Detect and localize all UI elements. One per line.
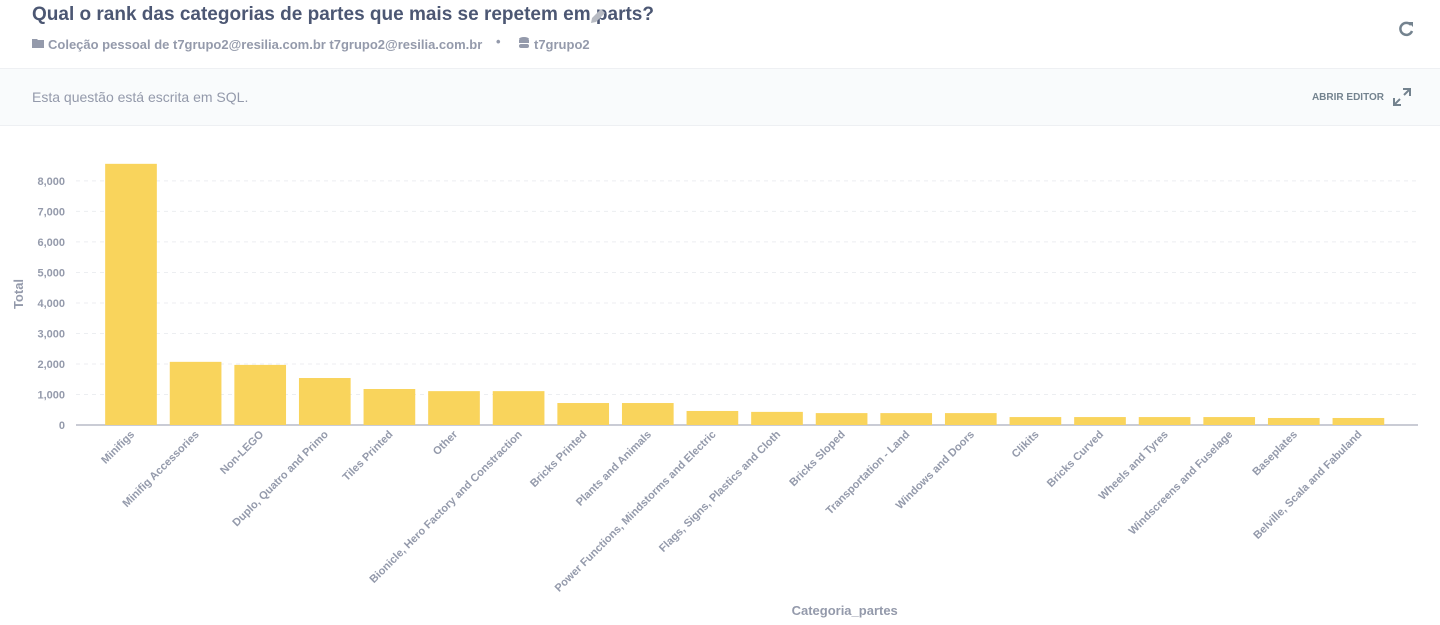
bar [686,410,739,425]
x-tick-label: Windscreens and Fuselage [1127,429,1236,538]
bar [428,391,480,425]
bar [1009,417,1062,425]
bar [1267,417,1320,425]
bar [1074,417,1126,425]
bar [1332,417,1385,425]
y-axis-title: Total [11,279,26,309]
bar [880,413,933,425]
y-tick-label: 0 [59,420,65,432]
database-link[interactable]: t7grupo2 [534,37,590,52]
bar [751,411,803,425]
bar [944,413,997,425]
x-tick-label: Bricks Printed [528,429,589,490]
sql-notice: Esta questão está escrita em SQL. ABRIR … [0,69,1440,126]
y-tick-label: 5,000 [37,267,65,279]
x-tick-label: Clikits [1010,429,1042,461]
bar [815,413,868,425]
y-tick-label: 7,000 [37,206,65,218]
y-tick-label: 2,000 [37,359,65,371]
x-tick-label: Bionicle, Hero Factory and Constraction [368,428,525,585]
y-tick-label: 8,000 [37,176,65,188]
x-tick-label: Flags, Signs, Plastics and Cloth [657,428,783,554]
folder-icon [32,39,44,48]
x-tick-label: Belville, Scala and Fabuland [1251,429,1364,542]
x-tick-label: Other [431,428,461,458]
y-tick-label: 6,000 [37,237,65,249]
x-tick-label: Wheels and Tyres [1097,429,1171,503]
bar [298,378,351,425]
x-tick-label: Bricks Curved [1045,429,1106,490]
edit-icon[interactable] [588,6,608,26]
question-title: Qual o rank das categorias de partes que… [32,4,654,25]
collection-link[interactable]: Coleção pessoal de t7grupo2@resilia.com.… [48,37,483,52]
y-tick-label: 1,000 [37,389,65,401]
x-tick-label: Non-LEGO [218,428,267,477]
separator: • [496,34,501,49]
bar [105,163,157,425]
y-tick-label: 4,000 [37,298,65,310]
x-tick-label: Baseplates [1250,429,1300,479]
x-tick-label: Minifigs [99,429,137,467]
x-tick-label: Bricks Sloped [787,429,847,489]
notice-text: Esta questão está escrita em SQL. [32,89,249,105]
bar [621,403,674,425]
bar [492,391,545,425]
refresh-icon[interactable] [1397,20,1415,38]
chart: 0 1,000 2,000 3,000 4,000 5,000 6,000 7,000 8,00… [11,163,1418,618]
bar [234,364,287,425]
bar [1203,417,1256,425]
header: Qual o rank das categorias de partes que… [0,0,1440,69]
bar [363,388,416,425]
database-icon [519,37,529,48]
bar [1138,417,1191,425]
bar [169,361,222,425]
open-editor[interactable]: ABRIR EDITOR [1311,92,1384,103]
y-tick-label: 3,000 [37,328,65,340]
x-axis-title: Categoria_partes [792,603,898,618]
expand-icon[interactable] [1392,87,1412,107]
x-tick-label: Tiles Printed [340,429,395,484]
bar [557,403,610,425]
